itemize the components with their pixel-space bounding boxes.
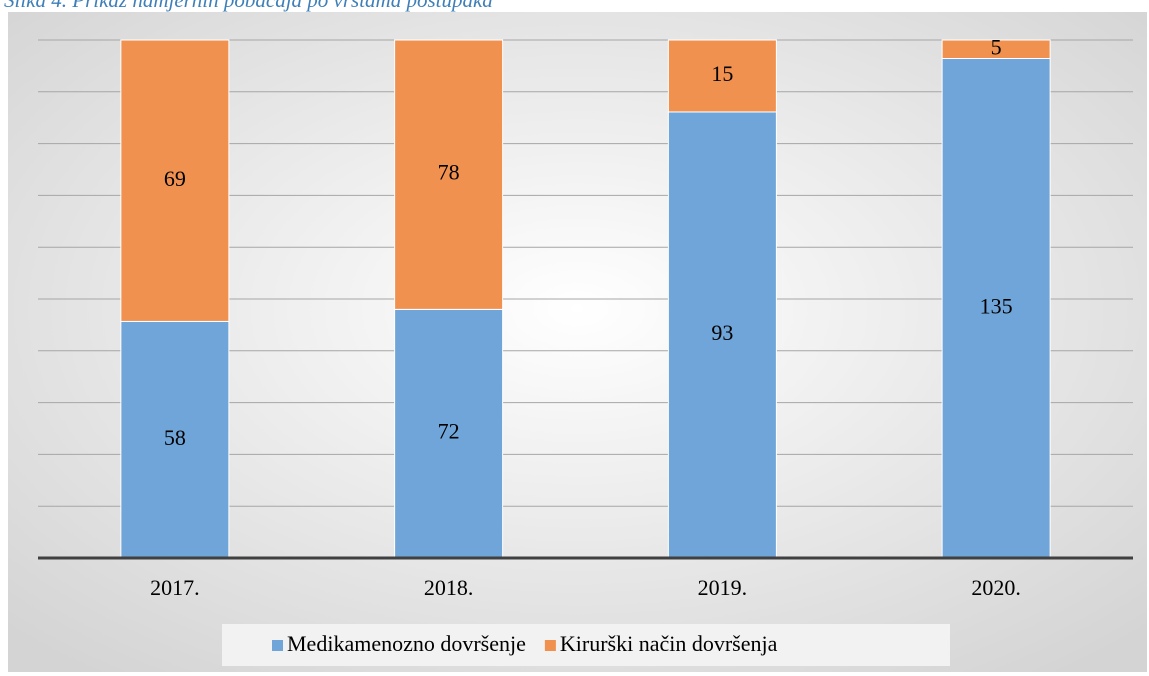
data-label: 69 [164,166,186,191]
bar-segment [120,39,230,322]
bar-segment [394,39,504,310]
data-label: 5 [991,34,1002,59]
bar-segment [941,39,1051,59]
legend-swatch [544,640,556,651]
legend-box [222,624,950,666]
data-label: 72 [438,419,460,444]
data-label: 15 [711,61,733,86]
bar-segment [394,308,504,559]
x-tick-label: 2017. [150,575,200,600]
legend-label: Medikamenozno dovršenje [287,631,526,656]
data-label: 78 [438,160,460,185]
x-tick-label: 2019. [698,575,748,600]
x-tick-label: 2020. [971,575,1021,600]
data-label: 58 [164,425,186,450]
data-label: 135 [980,293,1013,318]
bar-segment [667,111,777,559]
chart-title: Slika 4. Prikaz namjernih pobačaja po vr… [4,0,493,12]
x-tick-label: 2018. [424,575,474,600]
data-label: 93 [711,320,733,345]
legend-label: Kirurški način dovršenja [560,631,778,656]
bar-segment [120,320,230,559]
legend-swatch [272,640,283,651]
bar-segment [667,39,777,113]
